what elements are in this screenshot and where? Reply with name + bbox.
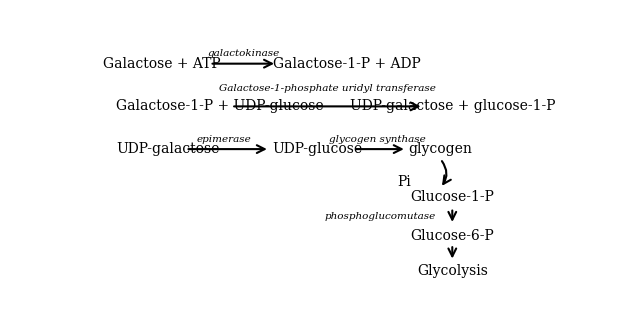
- Text: UDP-galactose + glucose-1-P: UDP-galactose + glucose-1-P: [350, 100, 556, 113]
- Text: Galactose-1-phosphate uridyl transferase: Galactose-1-phosphate uridyl transferase: [219, 84, 436, 93]
- Text: glycogen synthase: glycogen synthase: [329, 135, 426, 144]
- Text: glycogen: glycogen: [409, 142, 472, 156]
- Text: Pi: Pi: [397, 175, 412, 189]
- Text: Galactose-1-P + ADP: Galactose-1-P + ADP: [273, 57, 420, 71]
- Text: Glucose-1-P: Glucose-1-P: [410, 190, 494, 204]
- Text: phosphoglucomutase: phosphoglucomutase: [325, 212, 436, 221]
- Text: Glycolysis: Glycolysis: [417, 264, 488, 278]
- Text: galactokinase: galactokinase: [207, 49, 280, 58]
- Text: Galactose-1-P + UDP-glucose: Galactose-1-P + UDP-glucose: [116, 100, 324, 113]
- Text: Glucose-6-P: Glucose-6-P: [410, 229, 494, 243]
- Text: UDP-galactose: UDP-galactose: [116, 142, 219, 156]
- Text: Galactose + ATP: Galactose + ATP: [103, 57, 220, 71]
- Text: UDP-glucose: UDP-glucose: [273, 142, 363, 156]
- FancyArrowPatch shape: [442, 161, 451, 184]
- Text: epimerase: epimerase: [197, 135, 252, 144]
